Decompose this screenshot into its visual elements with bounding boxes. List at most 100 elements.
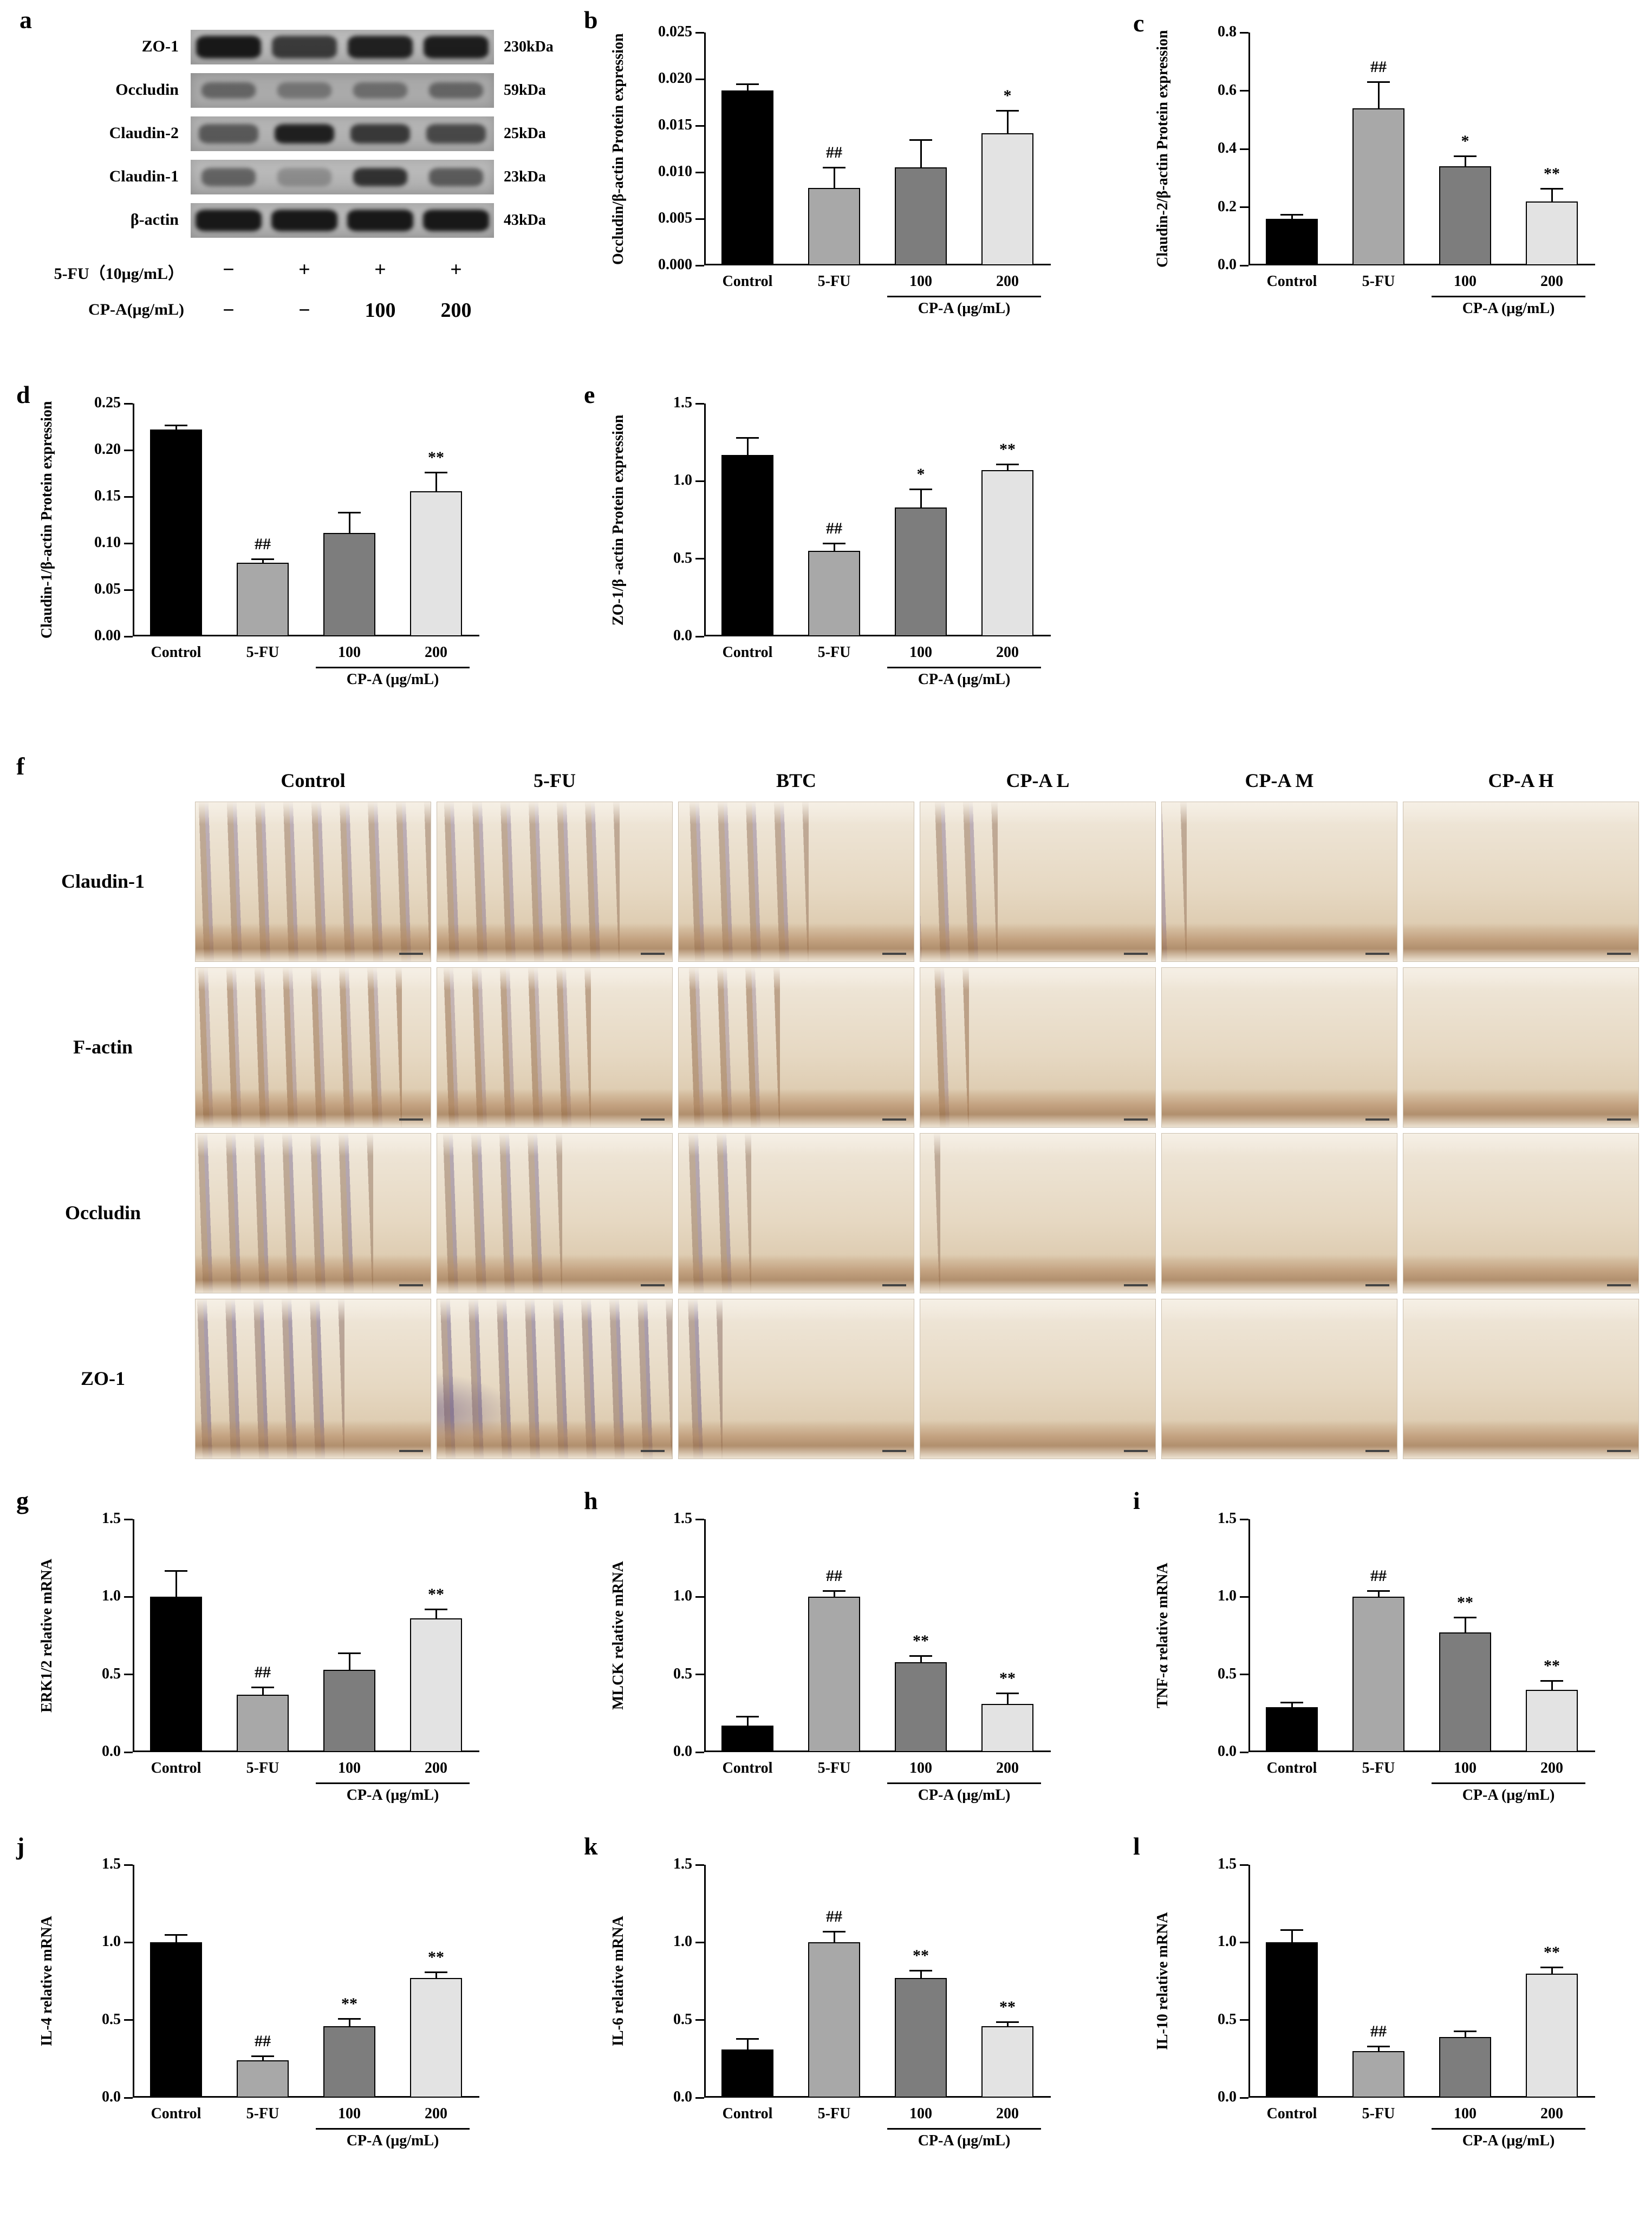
error-bar-line — [833, 167, 835, 188]
significance-annotation: * — [1461, 132, 1469, 151]
x-category-label: 5-FU — [246, 2105, 279, 2122]
scale-bar — [641, 1284, 665, 1286]
blot-band — [347, 210, 413, 231]
y-tick-label: 1.5 — [673, 1856, 692, 1872]
x-category-label: Control — [1266, 273, 1317, 290]
significance-annotation: ## — [1370, 58, 1387, 76]
y-tick — [695, 635, 704, 637]
panel-letter-g: g — [16, 1487, 29, 1514]
bar — [1439, 166, 1491, 265]
y-tick-label: 0.5 — [1218, 1665, 1237, 1682]
ihc-column-header: Control — [281, 770, 346, 791]
scale-bar — [882, 1450, 906, 1452]
plot-area — [1248, 1865, 1595, 2098]
y-tick-label: 1.5 — [102, 1510, 121, 1527]
blot-band — [277, 168, 331, 186]
dose-group-label: CP-A (μg/mL) — [918, 1787, 1011, 1804]
x-category-label: 100 — [909, 2105, 932, 2122]
ihc-image-Occludin-BTC — [678, 1133, 914, 1293]
panel-j-chart: IL-4 relative mRNA 0.0 0.5 1.0 1.5 Control ## 5… — [32, 1840, 536, 2203]
bar — [721, 90, 773, 265]
bar — [323, 1670, 375, 1752]
x-category-label: 200 — [425, 644, 447, 661]
blot-strip — [191, 73, 494, 108]
y-tick — [1240, 1674, 1248, 1676]
error-bar-cap — [823, 167, 845, 169]
y-tick-label: 0.10 — [94, 534, 121, 551]
significance-annotation: ** — [1544, 1657, 1560, 1675]
plot-area — [1248, 1519, 1595, 1752]
blot-protein-label: β-actin — [130, 211, 179, 229]
error-bar-cap — [823, 1590, 845, 1592]
x-category-label: 5-FU — [1362, 273, 1395, 290]
scale-bar — [1365, 1450, 1389, 1452]
error-bar-cap — [909, 1655, 932, 1657]
x-category-label: Control — [151, 2105, 201, 2122]
x-category-label: Control — [151, 644, 201, 661]
ihc-column-header: CP-A H — [1488, 770, 1554, 791]
error-bar-cap — [338, 2018, 361, 2020]
blot-protein-label: Claudin-2 — [109, 124, 179, 142]
bar — [323, 533, 375, 636]
error-bar-line — [833, 1931, 835, 1943]
significance-annotation: ** — [428, 1948, 444, 1966]
error-bar-line — [746, 83, 749, 90]
scale-bar — [1607, 1118, 1631, 1121]
ihc-column-header: BTC — [776, 770, 817, 791]
error-bar-line — [920, 139, 922, 168]
significance-annotation: ** — [999, 1669, 1016, 1688]
bar — [150, 1942, 202, 2098]
dose-group-label: CP-A (μg/mL) — [346, 671, 439, 688]
panel-d-chart: Claudin-1/β-actin Protein expression 0.00… — [32, 379, 536, 742]
y-tick-label: 0.5 — [673, 1665, 692, 1682]
y-tick-label: 1.0 — [673, 1587, 692, 1605]
y-tick-label: 0.25 — [94, 394, 121, 411]
significance-annotation: * — [916, 465, 925, 483]
significance-annotation: ** — [913, 1632, 929, 1650]
y-tick — [124, 496, 133, 498]
panel-letter-l: l — [1133, 1832, 1140, 1860]
blot-band — [353, 82, 407, 99]
scale-bar — [1607, 1284, 1631, 1286]
y-tick — [1240, 1596, 1248, 1598]
y-tick — [695, 2097, 704, 2099]
panel-letter-a: a — [19, 6, 32, 34]
panel-b-chart: Occludin/β-actin Protein expression 0.000… — [604, 8, 1108, 371]
blot-protein-label: Claudin-1 — [109, 167, 179, 185]
error-bar-line — [1377, 82, 1380, 108]
y-tick-label: 1.0 — [102, 1587, 121, 1605]
treatment-row-label: 5-FU（10μg/mL） — [54, 265, 184, 283]
blot-kda-label: 230kDa — [504, 38, 554, 55]
blot-band — [348, 36, 413, 58]
ihc-image-F-actin-5-FU — [437, 967, 673, 1128]
y-tick — [1240, 1941, 1248, 1943]
dose-group-label: CP-A (μg/mL) — [918, 671, 1011, 688]
scale-bar — [1124, 1118, 1148, 1121]
error-bar-cap — [996, 2021, 1019, 2023]
bar — [410, 491, 462, 636]
y-tick-label: 0.5 — [673, 2010, 692, 2028]
ihc-image-F-actin-CP-A M — [1161, 967, 1397, 1128]
y-tick — [1240, 264, 1248, 266]
error-bar-line — [435, 1609, 437, 1619]
scale-bar — [1365, 1284, 1389, 1286]
y-tick-label: 0.05 — [94, 581, 121, 597]
ihc-image-Occludin-CP-A H — [1403, 1133, 1639, 1293]
ihc-image-Claudin-1-CP-A M — [1161, 802, 1397, 962]
plot-area — [133, 404, 479, 636]
y-tick — [695, 171, 704, 173]
ihc-image-Claudin-1-5-FU — [437, 802, 673, 962]
significance-annotation: ** — [1544, 164, 1560, 183]
treatment-value: 200 — [440, 299, 472, 322]
bar — [808, 551, 860, 636]
dose-bracket-line — [1432, 1782, 1585, 1784]
y-tick — [695, 1674, 704, 1676]
ihc-column-header: CP-A M — [1245, 770, 1314, 791]
bar — [981, 2026, 1033, 2098]
error-bar-line — [920, 1970, 922, 1979]
y-tick — [1240, 1751, 1248, 1753]
error-bar-line — [746, 1716, 749, 1726]
significance-annotation: ## — [826, 144, 842, 162]
error-bar-line — [435, 1971, 437, 1979]
y-tick-label: 0.2 — [1218, 198, 1237, 215]
